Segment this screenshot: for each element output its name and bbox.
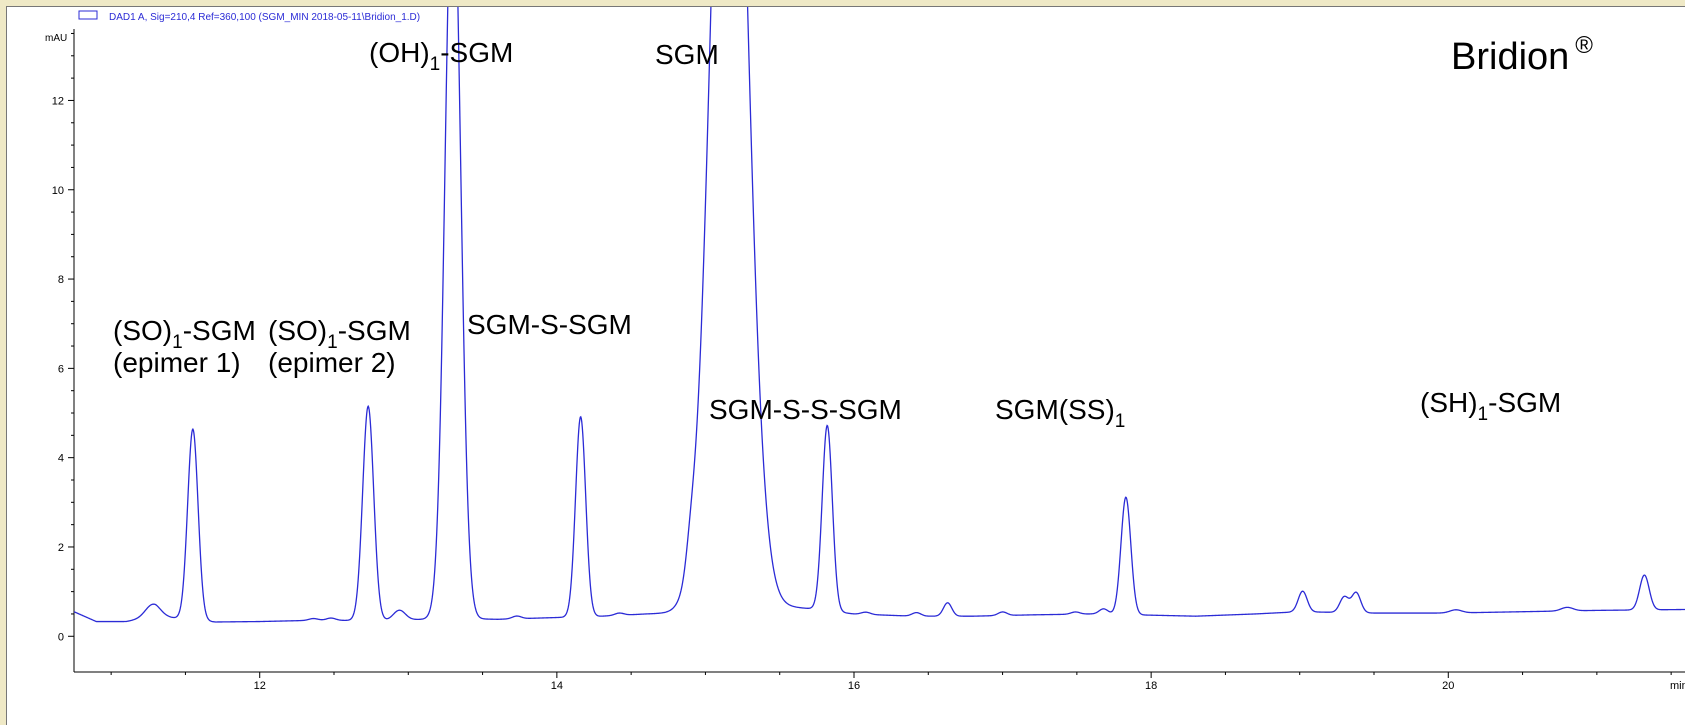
peak-annotation-text: (SO) xyxy=(113,315,172,346)
y-tick-label: 12 xyxy=(52,95,64,107)
chromatogram-chart: DAD1 A, Sig=210,4 Ref=360,100 (SGM_MIN 2… xyxy=(45,7,1685,692)
legend-label: DAD1 A, Sig=210,4 Ref=360,100 (SGM_MIN 2… xyxy=(109,12,420,23)
x-tick-label: 20 xyxy=(1442,680,1454,692)
peak-annotation-text: SGM(SS) xyxy=(995,394,1115,425)
peak-annotation-text: (SO) xyxy=(268,315,327,346)
y-tick-label: 2 xyxy=(58,542,64,554)
peak-annotation: SGM(SS)1 xyxy=(995,394,1125,432)
peak-annotation-text: (SH) xyxy=(1420,387,1478,418)
peak-annotation: SGM xyxy=(655,39,719,70)
peak-annotation-subscript: 1 xyxy=(430,54,441,75)
peak-annotation-suffix: -SGM xyxy=(1488,387,1561,418)
peak-annotation-suffix: -SGM xyxy=(183,315,256,346)
peak-annotation: SGM-S-SGM xyxy=(467,309,632,340)
peak-annotation: SGM-S-S-SGM xyxy=(709,394,902,425)
brand-name: Bridion xyxy=(1451,36,1569,78)
x-tick-label: 14 xyxy=(551,680,563,692)
peak-annotations: (SO)1-SGM(epimer 1)(SO)1-SGM(epimer 2)(O… xyxy=(113,37,1561,432)
peak-annotation-text: (epimer 2) xyxy=(268,347,396,378)
chromatogram-trace xyxy=(74,7,1685,623)
peak-annotation: (OH)1-SGM xyxy=(369,37,513,75)
peak-annotation: (SO)1-SGM xyxy=(113,315,256,353)
peak-annotation: (SO)1-SGM xyxy=(268,315,411,353)
peak-annotation-text: SGM xyxy=(655,39,719,70)
y-tick-label: 8 xyxy=(58,274,64,286)
peak-annotation-subscript: 1 xyxy=(327,332,338,353)
peak-annotation: (epimer 2) xyxy=(268,347,396,378)
y-tick-label: 0 xyxy=(58,631,64,643)
peak-annotation-text: SGM-S-S-SGM xyxy=(709,394,902,425)
peak-annotation: (SH)1-SGM xyxy=(1420,387,1561,425)
brand-title: Bridion ® xyxy=(1451,32,1593,78)
brand-registered-mark: ® xyxy=(1575,32,1593,59)
y-tick-label: 6 xyxy=(58,363,64,375)
peak-annotation-subscript: 1 xyxy=(1115,411,1126,432)
y-tick-label: 10 xyxy=(52,185,64,197)
x-tick-label: 12 xyxy=(254,680,266,692)
peak-annotation-text: (OH) xyxy=(369,37,430,68)
chromatogram-panel: DAD1 A, Sig=210,4 Ref=360,100 (SGM_MIN 2… xyxy=(6,6,1685,725)
legend-swatch xyxy=(78,10,98,20)
x-axis-label: min xyxy=(1670,680,1685,692)
x-tick-label: 16 xyxy=(848,680,860,692)
axes: 0 2 4 6 8 10 12 12 14 16 18 20 min xyxy=(52,29,1685,692)
peak-annotation-subscript: 1 xyxy=(1478,404,1489,425)
peak-annotation-suffix: -SGM xyxy=(338,315,411,346)
peak-annotation: (epimer 1) xyxy=(113,347,241,378)
y-tick-label: 4 xyxy=(58,453,64,465)
peak-annotation-text: (epimer 1) xyxy=(113,347,241,378)
peak-annotation-text: SGM-S-SGM xyxy=(467,309,632,340)
x-tick-label: 18 xyxy=(1145,680,1157,692)
peak-annotation-suffix: -SGM xyxy=(440,37,513,68)
y-axis-label: mAU xyxy=(45,33,67,44)
peak-annotation-subscript: 1 xyxy=(172,332,183,353)
